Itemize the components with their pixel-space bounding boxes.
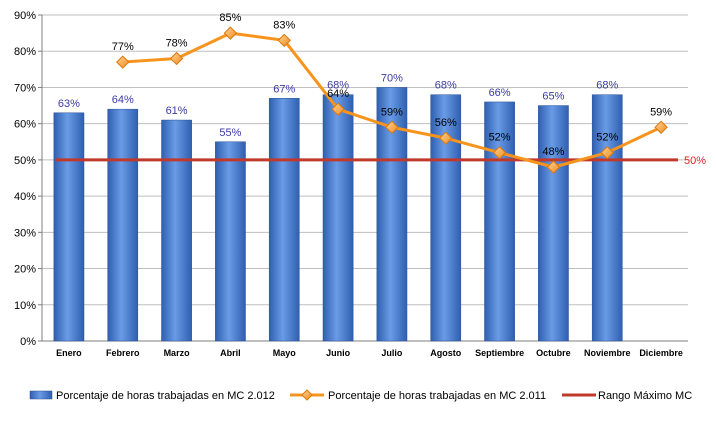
line-data-label: 64% bbox=[327, 88, 349, 100]
legend-label-bars: Porcentaje de horas trabajadas en MC 2.0… bbox=[56, 390, 275, 402]
bar bbox=[53, 112, 85, 342]
x-tick-label: Marzo bbox=[164, 348, 191, 358]
axes: 0% 10% 20% 30% 40% 50% 60% 70% 80% 90% Enero Febrer… bbox=[14, 10, 688, 358]
data-labels: 63% 64% 61% 55% 67% 68% 70% 68% 66% 65% 68% 50% 77% 7… bbox=[58, 12, 706, 167]
line-marker bbox=[169, 51, 184, 66]
line-marker bbox=[600, 145, 614, 160]
line-series bbox=[116, 26, 668, 174]
y-tick-label: 0% bbox=[20, 336, 36, 348]
bar-series bbox=[53, 87, 623, 342]
y-tick-label: 60% bbox=[14, 119, 36, 131]
bar bbox=[107, 108, 139, 342]
legend-marker-line bbox=[301, 389, 313, 401]
bar-data-label: 66% bbox=[489, 87, 511, 99]
line-data-label: 59% bbox=[650, 106, 672, 118]
line-marker bbox=[116, 55, 130, 69]
bar-data-label: 61% bbox=[166, 105, 188, 117]
line-marker bbox=[277, 33, 291, 48]
x-tick-label: Enero bbox=[56, 348, 82, 358]
y-tick-label: 80% bbox=[14, 46, 36, 58]
line-data-label: 59% bbox=[381, 106, 403, 118]
line-data-label: 78% bbox=[166, 37, 188, 49]
bar bbox=[591, 94, 623, 342]
x-tick-label: Abril bbox=[220, 348, 241, 358]
line-marker bbox=[331, 102, 345, 116]
line-data-label: 52% bbox=[596, 132, 618, 144]
line-data-label: 48% bbox=[542, 146, 564, 158]
x-tick-label: Septiembre bbox=[475, 348, 524, 358]
bar-data-label: 55% bbox=[219, 127, 241, 139]
line-marker bbox=[654, 120, 668, 134]
bar-data-label: 68% bbox=[435, 80, 457, 92]
x-tick-label: Noviembre bbox=[584, 348, 631, 358]
y-tick-label: 70% bbox=[14, 82, 36, 94]
bar bbox=[322, 94, 354, 342]
line-data-label: 52% bbox=[489, 132, 511, 144]
bar bbox=[538, 105, 569, 342]
bar-data-label: 63% bbox=[58, 98, 80, 110]
bar bbox=[484, 101, 515, 342]
legend-label-reference: Rango Máximo MC bbox=[598, 390, 692, 402]
line-marker bbox=[492, 145, 507, 160]
bar-data-label: 70% bbox=[381, 72, 403, 84]
x-tick-label: Diciembre bbox=[639, 348, 683, 358]
x-tick-label: Agosto bbox=[430, 348, 461, 358]
bar bbox=[215, 141, 246, 342]
line-data-label: 83% bbox=[273, 19, 295, 31]
y-tick-label: 20% bbox=[14, 264, 36, 276]
legend-swatch-bars bbox=[29, 390, 53, 400]
y-tick-label: 10% bbox=[14, 300, 36, 312]
y-tick-label: 50% bbox=[14, 155, 36, 167]
reference-line-label: 50% bbox=[684, 155, 706, 167]
bar bbox=[268, 98, 300, 342]
legend: Porcentaje de horas trabajadas en MC 2.0… bbox=[29, 389, 692, 402]
legend-label-line: Porcentaje de horas trabajadas en MC 2.0… bbox=[328, 390, 546, 402]
line-marker bbox=[546, 160, 561, 174]
line-data-label: 77% bbox=[112, 41, 134, 53]
x-tick-label: Octubre bbox=[536, 348, 571, 358]
x-tick-label: Julio bbox=[381, 348, 403, 358]
line-data-label: 85% bbox=[219, 12, 241, 24]
bar-data-label: 68% bbox=[327, 80, 349, 92]
bar-data-label: 65% bbox=[542, 91, 564, 103]
line-marker bbox=[439, 131, 453, 145]
line-marker bbox=[223, 26, 238, 40]
bar-data-label: 64% bbox=[112, 94, 134, 106]
y-tick-label: 30% bbox=[14, 227, 36, 239]
line-data-label: 56% bbox=[435, 117, 457, 129]
bar-data-label: 67% bbox=[273, 83, 295, 95]
x-tick-label: Mayo bbox=[273, 348, 297, 358]
line-marker bbox=[385, 120, 399, 134]
y-tick-label: 90% bbox=[14, 10, 36, 22]
bar-data-label: 68% bbox=[596, 80, 618, 92]
y-tick-label: 40% bbox=[14, 191, 36, 203]
x-tick-label: Febrero bbox=[106, 348, 140, 358]
x-tick-label: Junio bbox=[326, 348, 351, 358]
bar bbox=[161, 119, 192, 342]
